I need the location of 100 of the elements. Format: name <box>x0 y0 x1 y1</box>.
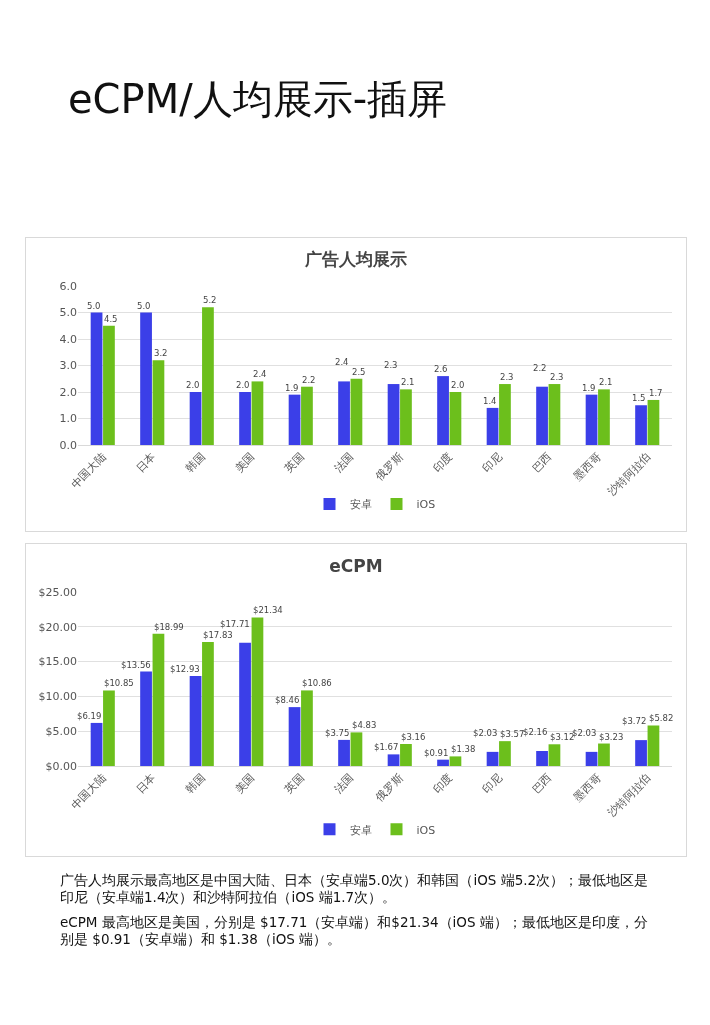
data-label: 1.5 <box>632 393 646 403</box>
bar <box>90 722 103 766</box>
data-label: $3.16 <box>401 732 426 742</box>
y-tick-label: $0.00 <box>45 759 77 773</box>
x-tick-label: 英国 <box>282 771 307 797</box>
data-label: 2.0 <box>236 380 250 390</box>
y-tick-label: 4.0 <box>59 332 77 346</box>
data-label: 5.0 <box>87 301 101 311</box>
x-tick-label: 法国 <box>331 771 357 797</box>
data-label: 1.4 <box>483 396 497 406</box>
bar <box>288 707 301 766</box>
x-tick-label: 沙特阿拉伯 <box>605 771 654 820</box>
x-tick-label: 印度 <box>430 771 456 797</box>
bar <box>189 676 202 766</box>
data-label: 2.1 <box>599 377 613 387</box>
y-tick-label: $5.00 <box>45 725 77 739</box>
y-tick-label: $15.00 <box>38 655 77 669</box>
bar <box>301 690 313 766</box>
x-tick-label: 英国 <box>282 450 307 476</box>
bar <box>301 386 313 445</box>
bar <box>548 744 561 766</box>
data-label: 2.4 <box>335 357 349 367</box>
data-label: 2.3 <box>500 372 514 382</box>
x-tick-label: 美国 <box>232 771 258 797</box>
bar <box>140 671 152 766</box>
data-label: 2.1 <box>401 377 415 387</box>
x-tick-label: 墨西哥 <box>571 450 604 484</box>
data-label: $2.03 <box>473 728 498 738</box>
bar <box>449 756 462 766</box>
x-tick-label: 印度 <box>430 450 456 476</box>
data-label: 2.6 <box>434 364 448 374</box>
bar <box>239 642 251 766</box>
x-tick-label: 印尼 <box>480 771 505 797</box>
bar <box>202 641 214 766</box>
bar <box>103 325 115 445</box>
bar <box>400 389 412 445</box>
bar <box>103 690 115 766</box>
bar <box>598 743 610 766</box>
data-label: $10.86 <box>302 678 332 688</box>
y-tick-label: $10.00 <box>38 690 77 704</box>
bar <box>288 394 301 445</box>
x-tick-label: 法国 <box>331 450 357 476</box>
data-label: $8.46 <box>275 695 300 705</box>
y-tick-label: 5.0 <box>59 306 77 320</box>
x-tick-label: 印尼 <box>480 450 505 476</box>
y-tick-label: 1.0 <box>59 412 77 426</box>
data-label: $10.85 <box>104 678 134 688</box>
data-label: 2.0 <box>186 380 200 390</box>
x-tick-label: 韩国 <box>183 771 208 797</box>
data-label: $12.93 <box>170 664 200 674</box>
data-label: 3.2 <box>154 348 168 358</box>
bar <box>585 394 598 445</box>
bar <box>189 392 202 445</box>
x-tick-label: 俄罗斯 <box>373 771 406 805</box>
data-label: 2.2 <box>302 375 316 385</box>
data-label: 5.0 <box>137 301 151 311</box>
data-label: $18.99 <box>154 622 184 632</box>
x-tick-label: 日本 <box>133 450 159 476</box>
data-label: $4.83 <box>352 720 377 730</box>
bar <box>437 376 449 445</box>
bar <box>548 384 561 445</box>
bar <box>536 750 548 766</box>
bar <box>635 740 647 766</box>
bar <box>140 312 152 445</box>
x-tick-label: 巴西 <box>529 450 555 476</box>
data-label: 2.4 <box>253 369 267 379</box>
chart-title: 广告人均展示 <box>304 248 407 269</box>
bar <box>598 389 610 445</box>
bar <box>251 381 264 445</box>
data-label: $17.83 <box>203 630 233 640</box>
bar <box>251 617 264 766</box>
legend-label: 安卓 <box>349 498 372 512</box>
bar <box>449 392 462 445</box>
x-tick-label: 俄罗斯 <box>373 450 406 484</box>
chart-title: eCPM <box>329 555 383 576</box>
x-tick-label: 美国 <box>232 450 258 476</box>
data-label: 1.9 <box>285 383 299 393</box>
bar <box>387 384 400 445</box>
bar <box>338 739 350 766</box>
bar <box>647 725 660 766</box>
bar <box>202 307 214 445</box>
x-tick-label: 沙特阿拉伯 <box>605 450 654 499</box>
x-tick-label: 中国大陆 <box>68 771 109 812</box>
bar <box>585 751 598 766</box>
y-tick-label: 0.0 <box>59 438 77 452</box>
x-tick-label: 墨西哥 <box>571 771 604 805</box>
bar <box>239 392 251 445</box>
data-label: 2.5 <box>352 367 366 377</box>
data-label: $2.03 <box>572 728 597 738</box>
y-tick-label: 3.0 <box>59 359 77 373</box>
data-label: 4.5 <box>104 314 118 324</box>
data-label: $1.67 <box>374 742 399 752</box>
bar <box>499 741 511 766</box>
data-label: $3.72 <box>622 716 647 726</box>
bar <box>350 732 363 766</box>
bar <box>647 399 660 445</box>
data-label: $6.19 <box>77 711 102 721</box>
data-label: 1.9 <box>582 383 596 393</box>
text: 广告人均展示最高地区是中国大陆、日本（安卓端5.0次）和韩国（iOS 端5.2次）；最低地区是印尼（安卓端1.4次）和沙特阿拉伯（iOS 端1.7次）。 <box>60 872 650 906</box>
y-tick-label: $20.00 <box>38 620 77 634</box>
